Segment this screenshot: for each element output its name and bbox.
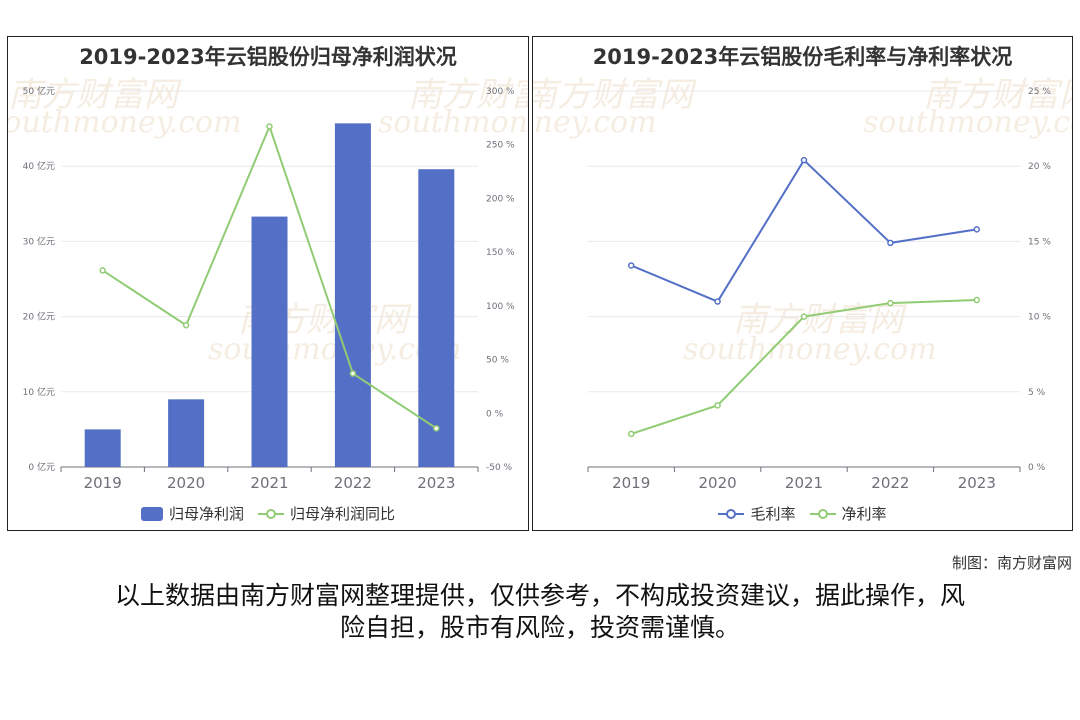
x-tick-label: 2022 — [871, 474, 909, 492]
y-right-tick-label: 20 % — [1028, 162, 1051, 172]
legend-item-yoy[interactable]: 归母净利润同比 — [258, 503, 395, 524]
x-tick-label: 2023 — [417, 474, 455, 492]
y-right-tick-label: 300 % — [486, 87, 515, 97]
chart-title: 2019-2023年云铝股份归母净利润状况 — [79, 45, 457, 69]
y-right-tick-label: 200 % — [486, 194, 515, 204]
bar-net-profit — [251, 216, 288, 467]
y-left-tick-label: 30 亿元 — [23, 235, 55, 247]
x-tick-label: 2020 — [167, 474, 205, 492]
legend-item-net-profit[interactable]: 归母净利润 — [140, 503, 244, 524]
x-tick-label: 2022 — [334, 474, 372, 492]
legend-swatch-bar — [140, 506, 163, 521]
y-right-tick-label: 5 % — [1028, 388, 1046, 398]
x-tick-label: 2021 — [250, 474, 288, 492]
point-yoy — [266, 123, 273, 130]
bar-net-profit — [418, 169, 455, 467]
bar-net-profit — [84, 429, 121, 467]
y-left-tick-label: 20 亿元 — [23, 311, 55, 323]
legend-swatch-line — [809, 507, 836, 521]
chart-panel-margins: 南方财富网 southmoney.com 南方财富网 southmoney.co… — [532, 36, 1073, 531]
x-tick-label: 2021 — [785, 474, 823, 492]
point-gross-margin — [973, 226, 981, 233]
legend-label: 归母净利润同比 — [290, 505, 396, 523]
x-tick-label: 2019 — [84, 474, 122, 492]
legend-swatch-line — [258, 507, 284, 521]
legend-item-gross-margin[interactable]: 毛利率 — [718, 503, 796, 524]
x-tick-label: 2019 — [612, 474, 650, 492]
chart-credit: 制图：南方财富网 — [951, 554, 1072, 572]
point-net-margin — [887, 299, 894, 307]
y-right-tick-label: 0 % — [1028, 463, 1046, 473]
legend-label: 毛利率 — [750, 505, 796, 523]
point-yoy — [182, 321, 190, 329]
margin-chart: 0 % 5 % 10 % 15 % 20 % 25 % 2019 2020 2021 2022 20… — [587, 87, 1051, 492]
legend: 归母净利润 归母净利润同比 — [8, 503, 528, 524]
legend-item-net-margin[interactable]: 净利率 — [809, 503, 887, 524]
point-gross-margin — [887, 239, 894, 247]
point-yoy — [99, 267, 106, 274]
point-yoy — [433, 425, 440, 432]
legend-label: 净利率 — [841, 505, 887, 523]
y-right-tick-label: 25 % — [1028, 87, 1051, 97]
point-net-margin — [973, 296, 981, 304]
point-gross-margin — [714, 298, 721, 305]
chart-panel-profit: 南方财富网 southmoney.com 南方财富网 southmoney.co… — [7, 36, 529, 531]
line-net-margin — [630, 299, 977, 435]
profit-chart: 0 亿元 10 亿元 20 亿元 30 亿元 40 亿元 50 亿元 -50 % 0 % 50 … — [23, 85, 515, 492]
chart-title: 2019-2023年云铝股份毛利率与净利率状况 — [592, 45, 1013, 69]
y-right-tick-label: 250 % — [486, 141, 515, 151]
y-right-tick-label: -50 % — [486, 463, 513, 473]
y-left-tick-label: 40 亿元 — [23, 160, 55, 172]
y-right-tick-label: 150 % — [486, 248, 515, 258]
bar-net-profit — [168, 399, 205, 467]
y-left-tick-label: 0 亿元 — [28, 461, 55, 473]
y-right-tick-label: 100 % — [486, 302, 515, 312]
x-tick-label: 2020 — [699, 474, 737, 492]
y-right-tick-label: 15 % — [1028, 237, 1051, 247]
line-gross-margin — [630, 158, 977, 303]
y-right-tick-label: 0 % — [486, 409, 504, 419]
y-left-tick-label: 50 亿元 — [23, 85, 55, 97]
disclaimer-line: 险自担，股市有风险，投资需谨慎。 — [339, 613, 740, 642]
legend-swatch-line — [718, 507, 745, 521]
point-yoy — [349, 370, 357, 377]
x-tick-label: 2023 — [958, 474, 996, 492]
disclaimer-line: 以上数据由南方财富网整理提供，仅供参考，不构成投资建议，据此操作，风 — [114, 581, 965, 610]
point-net-margin — [714, 402, 721, 409]
point-net-margin — [627, 430, 635, 438]
bar-net-profit — [334, 123, 371, 467]
disclaimer: 以上数据由南方财富网整理提供，仅供参考，不构成投资建议，据此操作，风 险自担，股… — [60, 580, 1020, 644]
legend-label: 归母净利润 — [168, 505, 244, 523]
point-gross-margin — [627, 262, 635, 269]
point-gross-margin — [800, 156, 808, 164]
y-right-tick-label: 50 % — [486, 356, 509, 366]
point-net-margin — [800, 313, 808, 320]
legend: 毛利率 净利率 — [533, 503, 1072, 524]
y-left-tick-label: 10 亿元 — [23, 386, 55, 398]
y-right-tick-label: 10 % — [1028, 313, 1051, 323]
